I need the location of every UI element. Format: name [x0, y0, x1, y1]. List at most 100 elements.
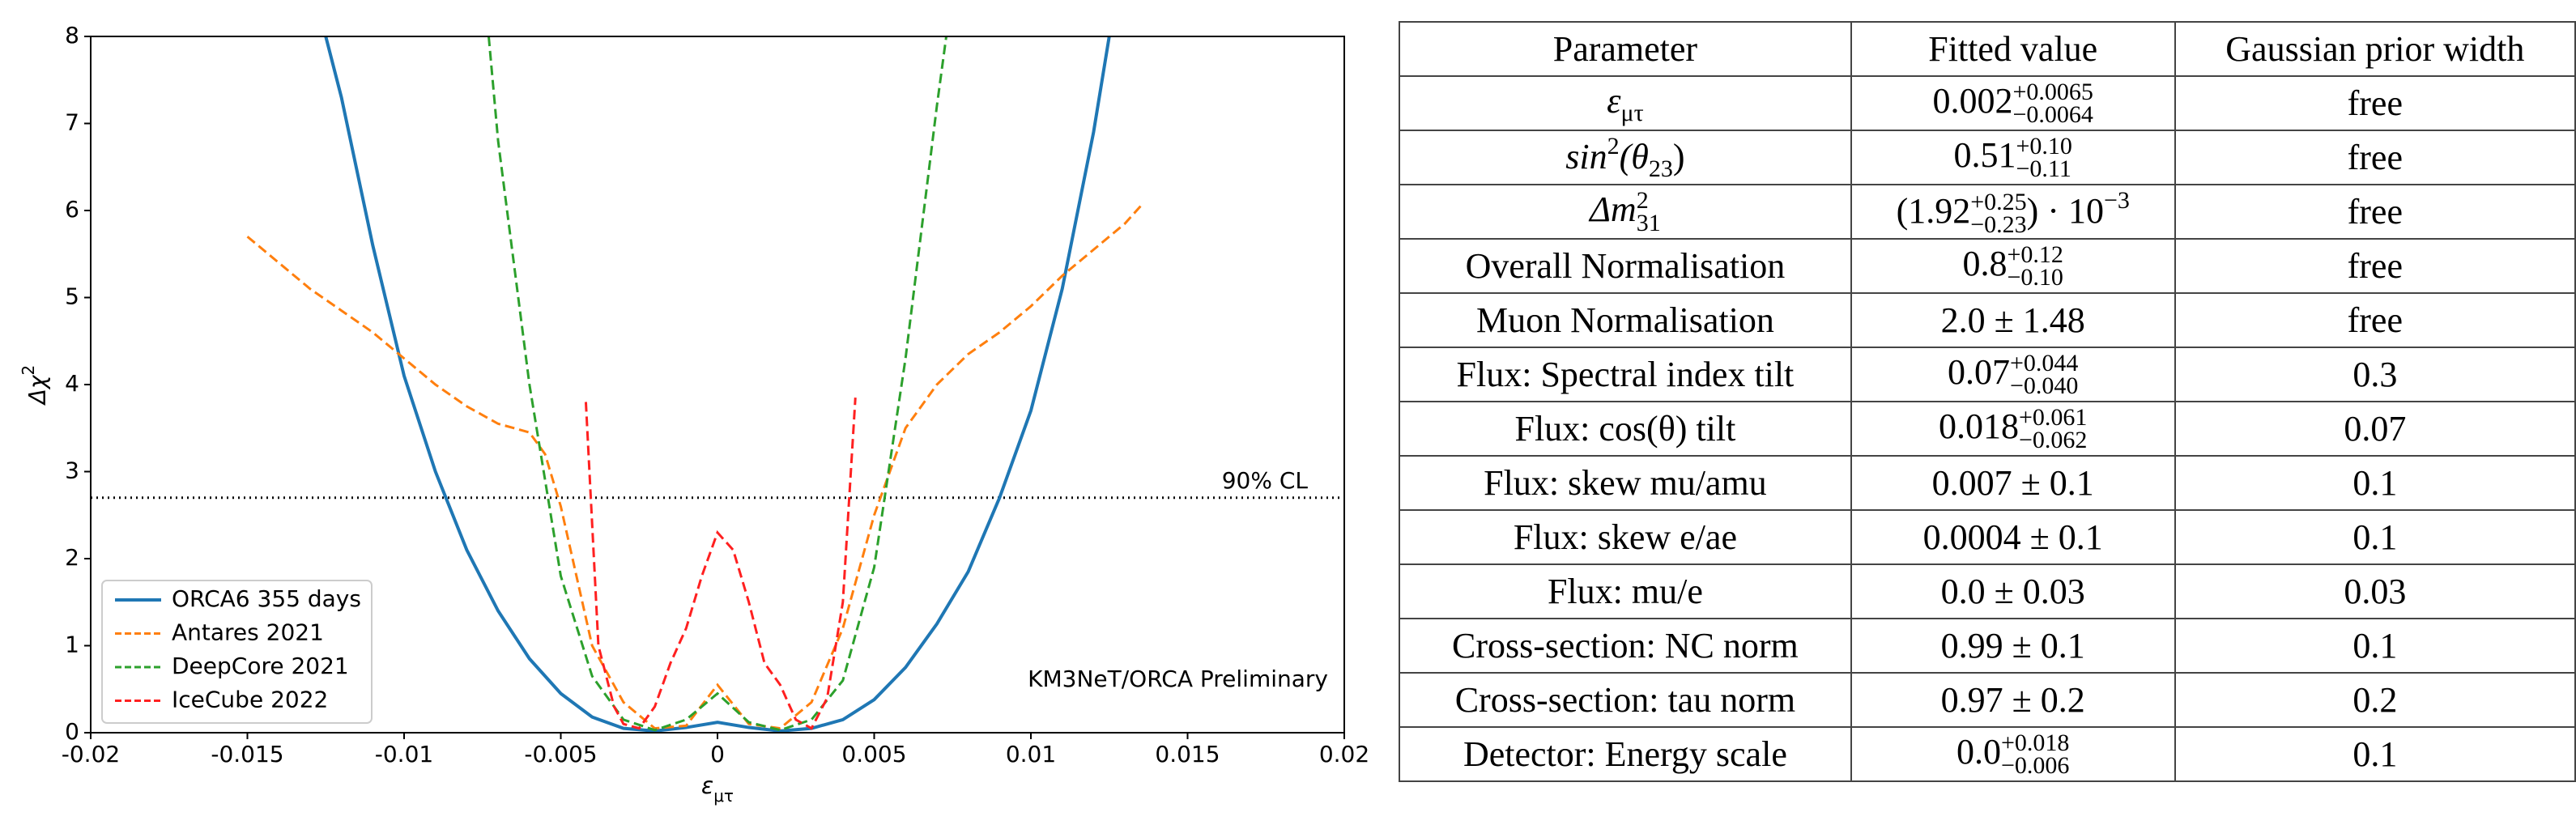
- cell-text: 0.03: [2344, 572, 2407, 611]
- cell-text: 0.2: [2352, 680, 2398, 720]
- series-line: [487, 36, 947, 732]
- cell-text: 0.1: [2352, 517, 2398, 557]
- cell-text: Δm: [1590, 189, 1637, 229]
- cell-text: Flux: Spectral index tilt: [1456, 355, 1795, 394]
- cell-sup: +0.044: [2010, 350, 2079, 377]
- y-tick-label: 8: [65, 22, 79, 49]
- cell-text: 0.007 ± 0.1: [1931, 463, 2094, 503]
- cell-text: 0.0 ± 0.03: [1940, 572, 2085, 611]
- cell-text: ): [1672, 136, 1685, 176]
- y-tick-label: 0: [65, 718, 79, 745]
- cell-text: free: [2347, 246, 2403, 286]
- sup-sub: +0.12 −0.10: [2008, 243, 2063, 290]
- cell-sup: +0.0065: [2012, 79, 2093, 106]
- cell-text: 0.8: [1962, 243, 2008, 283]
- legend-box: [101, 580, 373, 724]
- table-row: Flux: cos(θ) tilt 0.018 +0.061 −0.062 0.07: [1399, 401, 2576, 457]
- table-cell: free: [2174, 75, 2576, 131]
- table-row: Flux: mu/e 0.0 ± 0.03 0.03: [1399, 563, 2576, 619]
- table-cell: 0.1: [2174, 509, 2576, 565]
- table-cell: Detector: Energy scale: [1399, 726, 1852, 782]
- y-tick-label: 7: [65, 109, 79, 136]
- cell-text: free: [2347, 300, 2403, 340]
- cell-sub: 31: [1636, 210, 1661, 237]
- table-cell: 0.018 +0.061 −0.062: [1850, 401, 2176, 457]
- table-row: Cross-section: tau norm 0.97 ± 0.2 0.2: [1399, 672, 2576, 728]
- cell-sup: +0.061: [2019, 404, 2088, 432]
- table-cell: Δm 2 31: [1399, 184, 1852, 240]
- cell-text: Flux: skew e/ae: [1513, 517, 1737, 557]
- parameter-table: Parameter Fitted value Gaussian prior widt…: [1399, 21, 2576, 782]
- table-cell: 0.1: [2174, 618, 2576, 674]
- table-cell: 0.99 ± 0.1: [1850, 618, 2176, 674]
- table-cell: 0.0 +0.018 −0.006: [1850, 726, 2176, 782]
- table-cell: 0.1: [2174, 455, 2576, 511]
- cell-text: Flux: mu/e: [1547, 572, 1703, 611]
- table-cell: 0.002 +0.0065 −0.0064: [1850, 75, 2176, 131]
- cell-text: free: [2347, 138, 2403, 177]
- table-cell: sin2(θ23): [1399, 130, 1852, 185]
- plot-frame: [90, 36, 1345, 734]
- table-cell: 2.0 ± 1.48: [1850, 292, 2176, 348]
- cell-text: 0.99 ± 0.1: [1940, 626, 2085, 666]
- table-cell: Flux: skew e/ae: [1399, 509, 1852, 565]
- cell-text: 0.1: [2352, 626, 2398, 666]
- x-tick-label: 0.005: [841, 741, 906, 768]
- x-axis-label: εμτ: [701, 772, 734, 806]
- cell-text: 0.07: [1948, 351, 2011, 392]
- cell-text: 0.018: [1939, 406, 2020, 446]
- table-cell: 0.1: [2174, 726, 2576, 782]
- table-cell: Gaussian prior width: [2174, 21, 2576, 77]
- cell-sup: +0.25: [1970, 189, 2027, 216]
- x-tick-label: 0: [710, 741, 725, 768]
- table-cell: 0.97 ± 0.2: [1850, 672, 2176, 728]
- series-line: [584, 398, 857, 730]
- cell-text: Flux: cos(θ) tilt: [1514, 409, 1736, 449]
- y-tick-label: 3: [65, 457, 79, 484]
- y-tick-label: 4: [65, 370, 79, 397]
- legend-label: IceCube 2022: [172, 687, 328, 713]
- label-text: Δχ: [24, 374, 51, 406]
- sup-sub: +0.044 −0.040: [2010, 350, 2079, 398]
- cell-sub: −0.006: [2001, 752, 2070, 780]
- table-row: Detector: Energy scale 0.0 +0.018 −0.006 0.1: [1399, 726, 2576, 782]
- cell-text: 0.0004 ± 0.1: [1922, 517, 2103, 557]
- sup-sub: +0.10 −0.11: [2016, 133, 2072, 183]
- table-cell: free: [2174, 238, 2576, 294]
- table-cell: Fitted value: [1850, 21, 2176, 77]
- x-tick-label: 0.01: [1006, 741, 1056, 768]
- cell-sup: +0.10: [2016, 133, 2072, 160]
- table-row: εμτ 0.002 +0.0065 −0.0064 free: [1399, 75, 2576, 131]
- cell-text: Flux: skew mu/amu: [1484, 463, 1767, 503]
- table-row: Flux: Spectral index tilt 0.07 +0.044 −0.04…: [1399, 347, 2576, 402]
- table-cell: 0.0 ± 0.03: [1850, 563, 2176, 619]
- table-cell: 0.007 ± 0.1: [1850, 455, 2176, 511]
- x-tick-label: 0.015: [1155, 741, 1220, 768]
- x-tick-label: -0.01: [375, 741, 433, 768]
- cell-text: 0.97 ± 0.2: [1940, 680, 2085, 720]
- cell-text: ) · 10: [2026, 190, 2104, 231]
- cell-text: Muon Normalisation: [1475, 300, 1774, 340]
- sup-sub: +0.018 −0.006: [2001, 729, 2070, 780]
- cell-text: sin: [1565, 136, 1607, 176]
- x-tick-label: 0.02: [1319, 741, 1369, 768]
- cell-text: Overall Normalisation: [1465, 246, 1786, 286]
- table-cell: Flux: mu/e: [1399, 563, 1852, 619]
- cell-sub: −0.11: [2016, 155, 2071, 183]
- cell-sup: −3: [2103, 186, 2130, 214]
- cell-text: 0.0: [1956, 731, 2002, 772]
- cell-text: 2.0 ± 1.48: [1940, 300, 2085, 340]
- cell-text: (θ: [1619, 136, 1649, 176]
- table-row: Overall Normalisation 0.8 +0.12 −0.10 free: [1399, 238, 2576, 294]
- legend-label: ORCA6 355 days: [172, 585, 361, 612]
- label-sup: 2: [19, 365, 38, 376]
- series-line: [324, 36, 1111, 733]
- table-cell: Flux: skew mu/amu: [1399, 455, 1852, 511]
- cell-sup: +0.018: [2001, 729, 2070, 757]
- table-cell: free: [2174, 130, 2576, 185]
- cell-sub: 23: [1648, 155, 1673, 182]
- legend-label: Antares 2021: [172, 619, 324, 646]
- table-cell: 0.03: [2174, 563, 2576, 619]
- x-tick-label: -0.005: [524, 741, 597, 768]
- table-cell: (1.92 +0.25 −0.23) · 10−3: [1850, 184, 2176, 240]
